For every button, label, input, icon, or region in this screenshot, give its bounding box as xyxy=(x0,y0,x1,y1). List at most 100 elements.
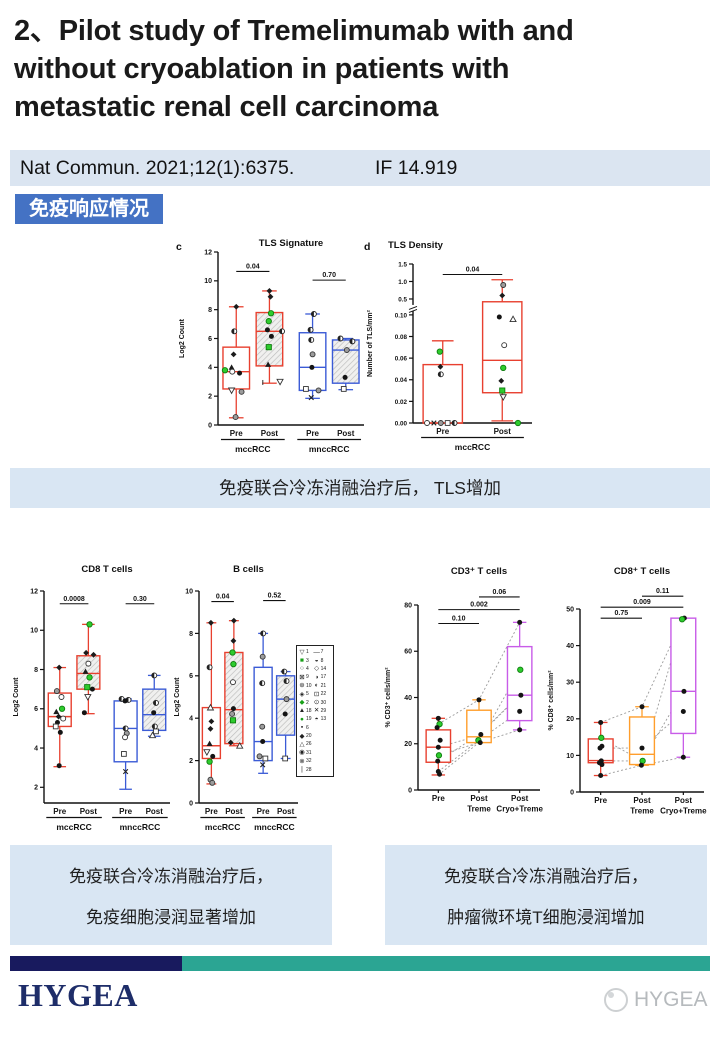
svg-text:0.04: 0.04 xyxy=(395,377,408,384)
svg-text:0.70: 0.70 xyxy=(322,272,336,279)
svg-text:0.06: 0.06 xyxy=(493,589,507,596)
impact-factor: IF 14.919 xyxy=(375,157,458,179)
hygea-logo: HYGEA xyxy=(18,977,138,1013)
svg-text:10: 10 xyxy=(30,628,38,635)
legend-symbol-icon: △ xyxy=(299,740,305,748)
svg-text:mnccRCC: mnccRCC xyxy=(120,822,161,832)
legend-symbol-icon: ■ xyxy=(300,657,304,665)
legend-entry: ▪ 6 xyxy=(298,724,312,732)
legend-entry: ◇ 14 xyxy=(313,665,327,673)
svg-text:30: 30 xyxy=(566,680,574,687)
legend-symbol-icon: ⊡ xyxy=(313,690,320,698)
legend-symbol-icon: ◐ xyxy=(314,682,319,690)
tls-signature-svg: 0 2 4 6 8 10 12 Log2 Count TLS Signature c Pre Post… xyxy=(176,238,364,454)
tls-density-svg: 0.00 0.02 0.04 0.06 0.08 0.10 0.5 1.0 1.5 Number … xyxy=(364,240,532,452)
svg-text:0.5: 0.5 xyxy=(398,296,407,303)
legend-entry: ◐ 21 xyxy=(313,682,327,690)
svg-text:d: d xyxy=(364,241,370,253)
svg-text:TLS Signature: TLS Signature xyxy=(259,238,323,249)
svg-text:Post: Post xyxy=(511,794,529,803)
legend-entry: ○ 4 xyxy=(298,665,312,673)
legend-patient-number: 14 xyxy=(320,665,327,672)
legend-symbol-icon: ⊙ xyxy=(313,699,320,707)
legend-patient-number: 9 xyxy=(306,674,309,681)
svg-text:% CD3⁺ cells/mm²: % CD3⁺ cells/mm² xyxy=(385,667,392,728)
svg-text:Post: Post xyxy=(80,807,98,816)
legend-symbol-icon: ✕ xyxy=(313,707,320,715)
legend-entry: ⊠ 9 xyxy=(298,673,312,681)
cd8-t-cells-svg: 2 4 6 8 10 12 Log2 Count CD8 T cells Pre Post Pre P… xyxy=(13,564,170,832)
legend-entry: ◓ 13 xyxy=(313,715,327,723)
legend-entry: ▲ 18 xyxy=(298,707,312,715)
page-title-line-1: 2、Pilot study of Tremelimumab with and xyxy=(14,15,574,47)
legend-symbol-icon: ◓ xyxy=(314,715,319,723)
svg-text:0.10: 0.10 xyxy=(395,312,408,319)
legend-entry: ❘ 28 xyxy=(298,765,311,773)
svg-text:Post: Post xyxy=(675,796,693,805)
svg-text:0.75: 0.75 xyxy=(615,610,629,617)
svg-text:80: 80 xyxy=(404,602,412,609)
legend-patient-number: 19 xyxy=(306,716,312,723)
svg-text:B cells: B cells xyxy=(233,564,264,575)
svg-text:Log2 Count: Log2 Count xyxy=(174,677,181,717)
legend-symbol-icon: ▽ xyxy=(299,648,305,656)
svg-text:Pre: Pre xyxy=(257,807,270,816)
legend-entry: —7 xyxy=(313,648,327,656)
b-cells-svg: 0 2 4 6 8 10 Log2 Count B cells Pre Post Pre Post mc… xyxy=(174,564,298,832)
legend-entry: ◑ 17 xyxy=(313,673,327,681)
legend-symbol-icon: ● xyxy=(300,715,304,723)
legend-patient-number: 18 xyxy=(306,707,312,714)
svg-text:Cryo+Treme: Cryo+Treme xyxy=(496,805,543,814)
legend-entry: △ 26 xyxy=(298,740,312,748)
legend-patient-number: 21 xyxy=(320,682,327,689)
svg-text:10: 10 xyxy=(204,278,212,285)
legend-entry: ◈ 5 xyxy=(298,690,312,698)
legend-patient-number: 1 xyxy=(306,649,309,656)
svg-text:Treme: Treme xyxy=(630,807,654,816)
immune-response-badge: 免疫响应情况 xyxy=(15,194,163,224)
panel-cd3-t-cells: 0 20 40 60 80 % CD3⁺ cells/mm² CD3⁺ T cells Pre… xyxy=(380,556,558,840)
hygea-watermark-text: HYGEA xyxy=(634,988,708,1011)
legend-symbol-icon: ◑ xyxy=(314,673,319,681)
legend-entry: ■ 3 xyxy=(298,656,312,664)
svg-text:mnccRCC: mnccRCC xyxy=(309,444,350,454)
hygea-emblem-icon xyxy=(604,988,628,1012)
panel-tls-density: 0.00 0.02 0.04 0.06 0.08 0.10 0.5 1.0 1.5 Number … xyxy=(360,236,540,460)
legend-symbol-icon: ◉ xyxy=(299,749,305,757)
legend-patient-number: 10 xyxy=(306,682,312,689)
svg-text:40: 40 xyxy=(566,643,574,650)
svg-text:8: 8 xyxy=(189,631,193,638)
legend-entry: ✕ 29 xyxy=(313,707,326,715)
svg-text:0: 0 xyxy=(570,789,574,796)
legend-patient-number: 8 xyxy=(320,657,324,664)
svg-text:0.002: 0.002 xyxy=(470,602,488,609)
legend-entry: ⊙ 30 xyxy=(313,698,327,707)
legend-entry: ◉ 31 xyxy=(298,749,311,757)
svg-text:12: 12 xyxy=(204,249,212,256)
svg-text:Post: Post xyxy=(633,796,651,805)
legend-patient-number: 30 xyxy=(320,699,327,706)
legend-symbol-icon: ◆ xyxy=(299,732,305,740)
svg-text:Post: Post xyxy=(337,429,355,438)
svg-text:2: 2 xyxy=(189,758,193,765)
caption-tme-line-1: 免疫联合冷冻消融治疗后， xyxy=(444,867,648,886)
svg-text:c: c xyxy=(176,241,182,253)
svg-text:0.11: 0.11 xyxy=(656,588,669,595)
svg-text:20: 20 xyxy=(566,716,574,723)
legend-symbol-icon: ▲ xyxy=(298,707,306,715)
svg-text:0.00: 0.00 xyxy=(395,420,408,427)
legend-symbol-icon: ⊗ xyxy=(299,757,305,765)
legend-symbol-icon: ○ xyxy=(300,665,304,673)
svg-text:12: 12 xyxy=(30,588,38,595)
caption-immune-cells-line-1: 免疫联合冷冻消融治疗后， xyxy=(69,867,273,886)
svg-text:mnccRCC: mnccRCC xyxy=(254,822,295,832)
legend-entry: ● 19 xyxy=(298,715,312,723)
legend-patient-number: 20 xyxy=(306,733,312,740)
caption-immune-cells: 免疫联合冷冻消融治疗后， 免疫细胞浸润显著增加 xyxy=(10,845,332,945)
legend-patient-number: 2 xyxy=(306,699,309,706)
legend-patient-number: 26 xyxy=(306,741,312,748)
caption-tme: 免疫联合冷冻消融治疗后， 肿瘤微环境T细胞浸润增加 xyxy=(385,845,707,945)
legend-patient-number: 7 xyxy=(320,649,324,656)
legend-symbol-icon: ⊠ xyxy=(299,673,305,681)
panel-tls-signature: 0 2 4 6 8 10 12 Log2 Count TLS Signature c Pre Post… xyxy=(172,236,370,460)
